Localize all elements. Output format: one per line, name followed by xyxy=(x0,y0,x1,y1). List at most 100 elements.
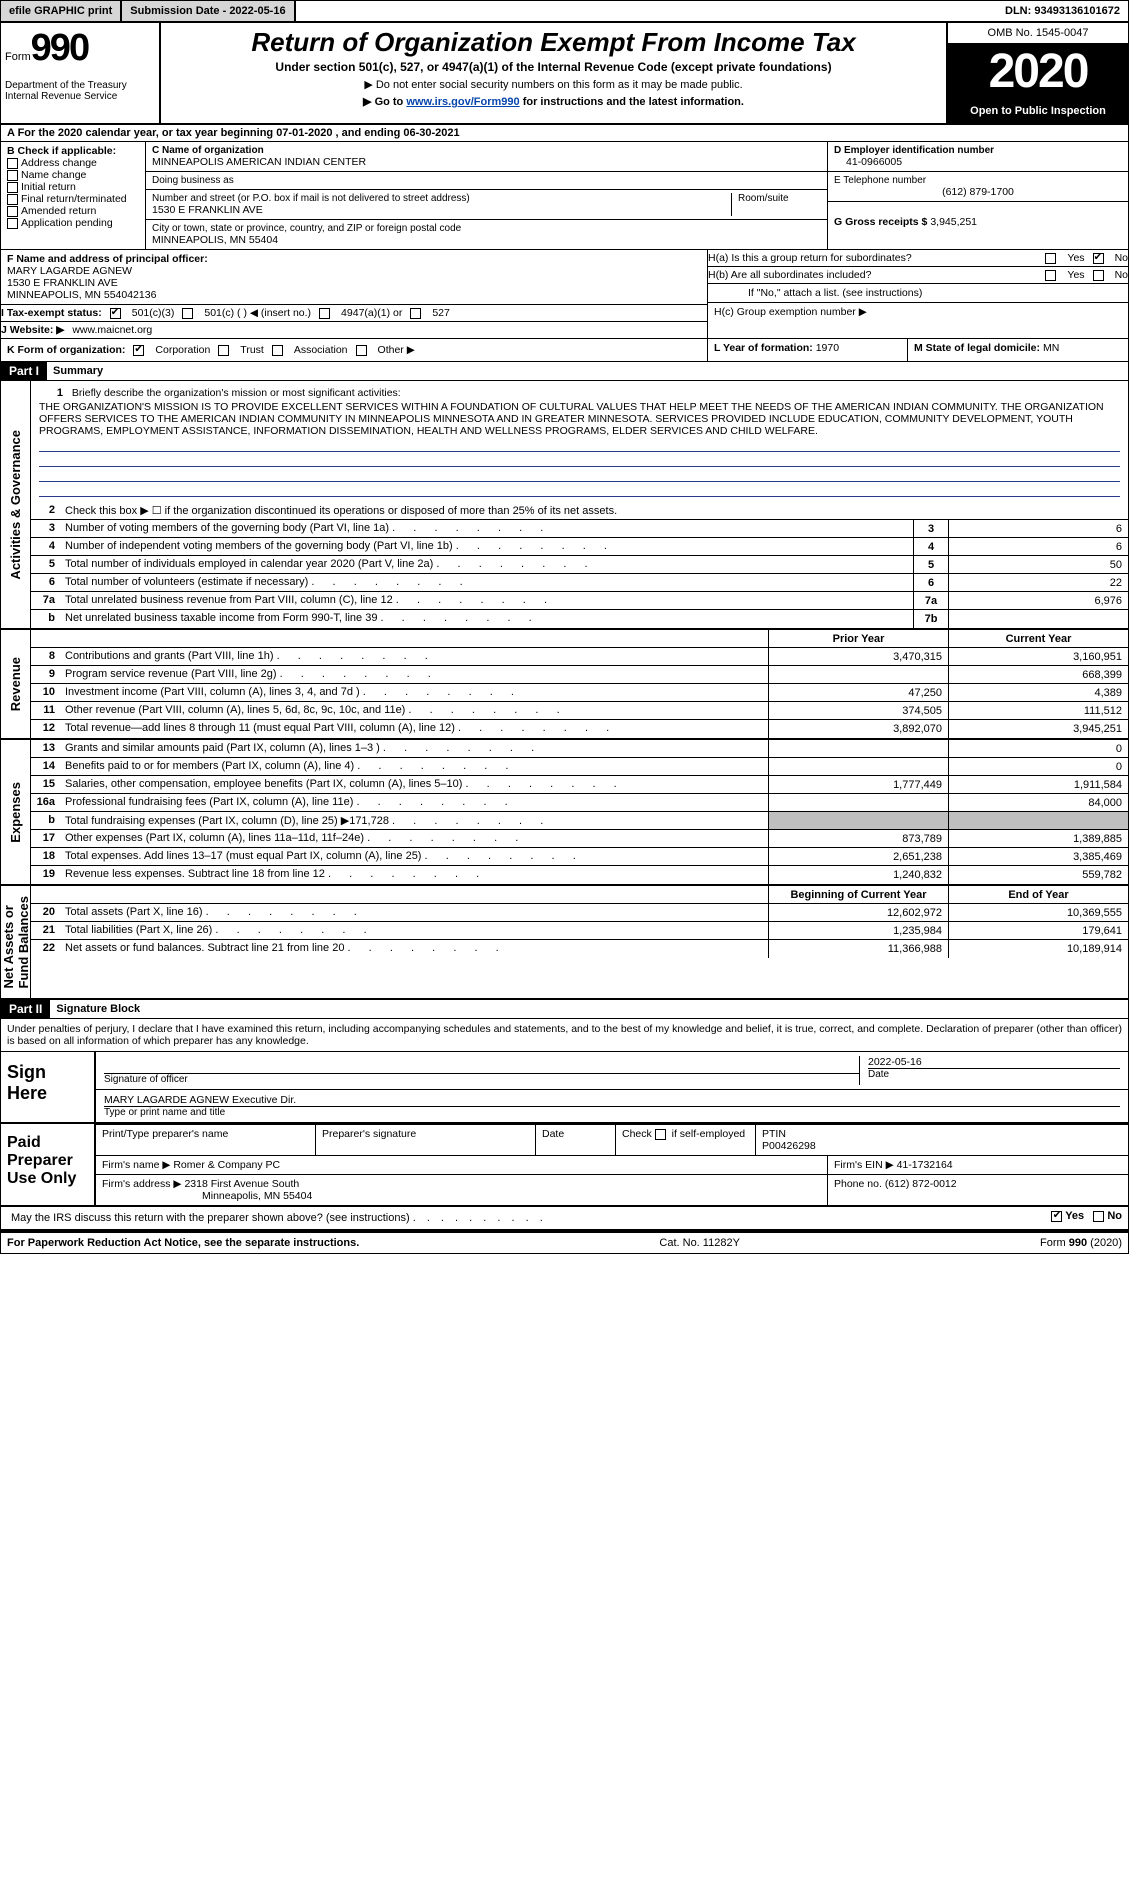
vtab-netassets: Net Assets or Fund Balances xyxy=(1,886,31,998)
firm-label: Firm's name ▶ xyxy=(102,1159,170,1171)
prep-h1: Print/Type preparer's name xyxy=(96,1125,316,1155)
chk-ha-no[interactable] xyxy=(1093,253,1104,264)
part2-header: Part II Signature Block xyxy=(1,1000,1128,1019)
footer-right: Form 990 (2020) xyxy=(1040,1237,1122,1249)
year-formation: 1970 xyxy=(816,342,839,354)
opt-assoc: Association xyxy=(294,344,348,356)
chk-4947[interactable] xyxy=(319,308,330,319)
chk-hb-no[interactable] xyxy=(1093,270,1104,281)
chk-527[interactable] xyxy=(410,308,421,319)
chk-pending[interactable] xyxy=(7,218,18,229)
dln-label: DLN: xyxy=(1005,5,1031,17)
irs-no: No xyxy=(1107,1210,1122,1222)
dept-treasury: Department of the Treasury Internal Reve… xyxy=(5,80,155,102)
chk-ha-yes[interactable] xyxy=(1045,253,1056,264)
part2-title: Signature Block xyxy=(50,1003,140,1015)
firm-addr2: Minneapolis, MN 55404 xyxy=(102,1190,312,1202)
prep-h2: Preparer's signature xyxy=(316,1125,536,1155)
state-domicile: MN xyxy=(1043,342,1059,354)
footer-mid: Cat. No. 11282Y xyxy=(659,1237,740,1249)
box-b-label: B Check if applicable: xyxy=(7,145,139,157)
firm-addr-label: Firm's address ▶ xyxy=(102,1178,182,1190)
chk-hb-yes[interactable] xyxy=(1045,270,1056,281)
irs-link[interactable]: www.irs.gov/Form990 xyxy=(406,96,519,108)
section-expenses: Expenses 13Grants and similar amounts pa… xyxy=(1,740,1128,886)
website-value: www.maicnet.org xyxy=(72,324,152,336)
form-header: Form990 Department of the Treasury Inter… xyxy=(1,23,1128,125)
vtab-expenses: Expenses xyxy=(8,772,23,853)
chk-name[interactable] xyxy=(7,170,18,181)
form-subtitle: Under section 501(c), 527, or 4947(a)(1)… xyxy=(169,60,938,74)
paid-label: Paid Preparer Use Only xyxy=(1,1124,96,1205)
gross-value: 3,945,251 xyxy=(930,216,977,228)
row-a-period: A For the 2020 calendar year, or tax yea… xyxy=(1,125,1128,142)
box-de: D Employer identification number 41-0966… xyxy=(828,142,1128,249)
dln-value: 93493136101672 xyxy=(1034,5,1120,17)
section-revenue: Revenue Prior Year Current Year 8Contrib… xyxy=(1,630,1128,740)
irs-q-text: May the IRS discuss this return with the… xyxy=(11,1212,410,1224)
chk-amended[interactable] xyxy=(7,206,18,217)
ein-value: 41-0966005 xyxy=(834,156,1122,168)
footer-left: For Paperwork Reduction Act Notice, see … xyxy=(7,1237,359,1249)
prep-h5: PTIN xyxy=(762,1128,786,1140)
submission-date: Submission Date - 2022-05-16 xyxy=(122,1,295,21)
dln: DLN: 93493136101672 xyxy=(997,1,1128,21)
efile-label: efile GRAPHIC print xyxy=(1,1,122,21)
chk-initial[interactable] xyxy=(7,182,18,193)
chk-501c3[interactable] xyxy=(110,308,121,319)
ssn-note: ▶ Do not enter social security numbers o… xyxy=(169,78,938,91)
col-eoy: End of Year xyxy=(948,886,1128,903)
chk-other[interactable] xyxy=(356,345,367,356)
name-label: C Name of organization xyxy=(152,145,821,156)
row-l-label: L Year of formation: xyxy=(714,342,813,354)
perjury-text: Under penalties of perjury, I declare th… xyxy=(1,1019,1128,1052)
row-j-label: J Website: ▶ xyxy=(1,324,64,336)
form-title: Return of Organization Exempt From Incom… xyxy=(169,27,938,58)
opt-name: Name change xyxy=(21,169,86,181)
opt-4947: 4947(a)(1) or xyxy=(341,307,402,319)
sig-date-label: Date xyxy=(868,1068,1120,1080)
sig-name-label: Type or print name and title xyxy=(104,1106,1120,1118)
chk-final[interactable] xyxy=(7,194,18,205)
hc-label: H(c) Group exemption number ▶ xyxy=(708,303,1128,321)
goto-prefix: ▶ Go to xyxy=(363,96,406,108)
page-footer: For Paperwork Reduction Act Notice, see … xyxy=(1,1231,1128,1253)
section-governance: Activities & Governance 1 Briefly descri… xyxy=(1,381,1128,630)
paid-preparer: Paid Preparer Use Only Print/Type prepar… xyxy=(1,1124,1128,1207)
hb-yes: Yes xyxy=(1067,269,1084,281)
ptin-value: P00426298 xyxy=(762,1140,816,1152)
chk-corp[interactable] xyxy=(133,345,144,356)
chk-address[interactable] xyxy=(7,158,18,169)
chk-irs-no[interactable] xyxy=(1093,1211,1104,1222)
mission-prefix: Briefly describe the organization's miss… xyxy=(72,387,401,399)
hb-label: H(b) Are all subordinates included? xyxy=(708,269,1037,281)
hb-no: No xyxy=(1115,269,1128,281)
vtab-governance: Activities & Governance xyxy=(8,420,23,590)
city-label: City or town, state or province, country… xyxy=(152,223,821,234)
chk-trust[interactable] xyxy=(218,345,229,356)
city-value: MINNEAPOLIS, MN 55404 xyxy=(152,234,821,246)
phone-value: (612) 879-1700 xyxy=(834,186,1122,198)
col-boy: Beginning of Current Year xyxy=(768,886,948,903)
gross-label: G Gross receipts $ xyxy=(834,216,927,228)
officer-addr2: MINNEAPOLIS, MN 554042136 xyxy=(7,289,156,301)
line-2: Check this box ▶ ☐ if the organization d… xyxy=(61,502,1128,519)
open-to-public: Open to Public Inspection xyxy=(948,99,1128,123)
row-m-label: M State of legal domicile: xyxy=(914,342,1040,354)
phone-label: E Telephone number xyxy=(834,175,1122,186)
opt-corp: Corporation xyxy=(155,344,210,356)
chk-assoc[interactable] xyxy=(272,345,283,356)
ein-label: D Employer identification number xyxy=(834,145,1122,156)
ha-yes: Yes xyxy=(1067,252,1084,264)
sig-officer-label: Signature of officer xyxy=(104,1074,859,1085)
block-klm: K Form of organization: Corporation Trus… xyxy=(1,339,1128,362)
opt-address: Address change xyxy=(21,157,97,169)
chk-501c[interactable] xyxy=(182,308,193,319)
chk-irs-yes[interactable] xyxy=(1051,1211,1062,1222)
chk-self-emp[interactable] xyxy=(655,1129,666,1140)
box-f-label: F Name and address of principal officer: xyxy=(7,253,208,265)
part1-title: Summary xyxy=(47,365,103,377)
part2-bar: Part II xyxy=(1,1000,50,1018)
top-bar: efile GRAPHIC print Submission Date - 20… xyxy=(1,1,1128,23)
firm-name: Romer & Company PC xyxy=(173,1159,280,1171)
